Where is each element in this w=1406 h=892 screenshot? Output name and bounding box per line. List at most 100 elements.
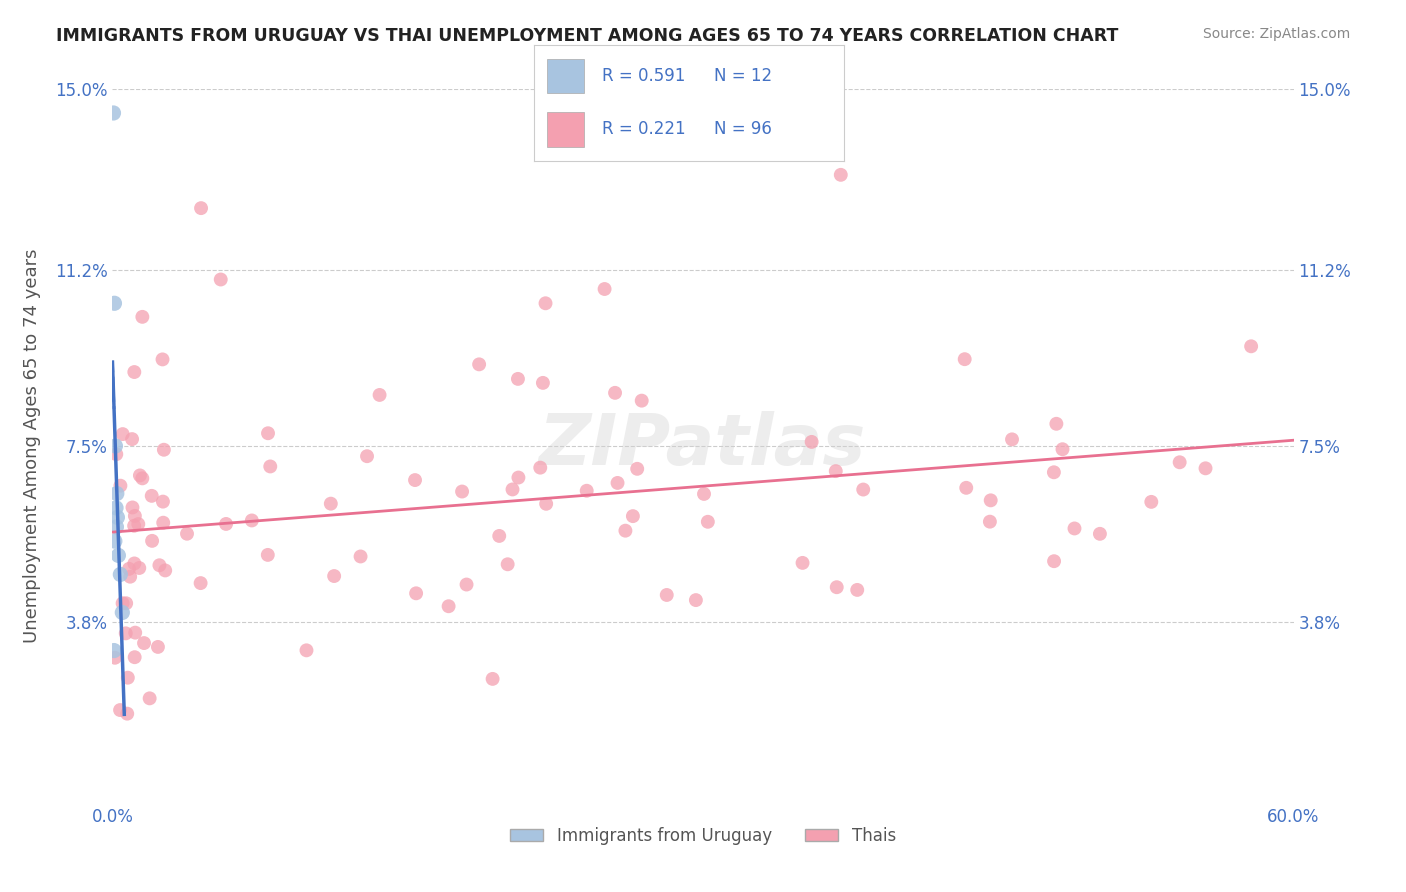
Point (111, 596, 134, 610)
Text: IMMIGRANTS FROM URUGUAY VS THAI UNEMPLOYMENT AMONG AGES 65 TO 74 YEARS CORRELATI: IMMIGRANTS FROM URUGUAY VS THAI UNEMPLOY… (56, 27, 1119, 45)
Point (1063, 521, 1085, 535)
Point (685, 593, 707, 607)
Point (368, 388, 391, 402)
Point (655, 588, 678, 602)
Point (141, 533, 163, 548)
Point (531, 376, 554, 390)
Point (502, 483, 524, 497)
Point (121, 432, 143, 446)
Point (693, 487, 716, 501)
Point (120, 570, 142, 584)
Legend: Immigrants from Uruguay, Thais: Immigrants from Uruguay, Thais (503, 821, 903, 852)
Point (1052, 442, 1074, 457)
Point (696, 515, 718, 529)
Point (295, 643, 318, 657)
Point (488, 529, 510, 543)
Point (481, 672, 503, 686)
Point (215, 516, 238, 531)
Text: R = 0.591: R = 0.591 (602, 67, 686, 85)
Point (131, 310, 153, 324)
Point (800, 434, 823, 449)
Point (105, 447, 128, 461)
Text: N = 96: N = 96 (714, 120, 772, 138)
Point (606, 475, 628, 490)
Point (630, 393, 652, 408)
Point (955, 481, 977, 495)
Point (529, 460, 551, 475)
Point (852, 483, 875, 497)
Point (129, 468, 152, 483)
Point (534, 497, 557, 511)
Point (240, 513, 263, 527)
Point (1194, 461, 1216, 475)
Point (1045, 417, 1067, 431)
Point (792, 556, 814, 570)
Point (111, 606, 134, 620)
Point (115, 596, 138, 610)
Point (451, 484, 474, 499)
Point (104, 439, 127, 453)
Point (405, 586, 427, 600)
Point (103, 106, 125, 120)
Point (319, 497, 342, 511)
Point (107, 549, 129, 563)
Point (124, 365, 146, 379)
Point (953, 352, 976, 367)
Point (603, 385, 626, 400)
Point (575, 483, 598, 498)
Point (115, 706, 138, 721)
Point (122, 518, 145, 533)
Point (128, 561, 150, 575)
Point (825, 580, 848, 594)
Point (105, 520, 128, 534)
Point (257, 426, 280, 441)
Point (121, 500, 143, 515)
Point (437, 599, 460, 614)
Point (1001, 433, 1024, 447)
Point (846, 582, 869, 597)
Text: ZIPatlas: ZIPatlas (540, 411, 866, 481)
Point (506, 372, 529, 386)
Y-axis label: Unemployment Among Ages 65 to 74 years: Unemployment Among Ages 65 to 74 years (22, 249, 41, 643)
Text: Source: ZipAtlas.com: Source: ZipAtlas.com (1202, 27, 1350, 41)
Point (118, 562, 141, 576)
Point (114, 626, 136, 640)
Point (404, 473, 426, 487)
Point (110, 478, 132, 492)
Point (131, 471, 153, 485)
Point (104, 534, 127, 549)
Point (980, 493, 1002, 508)
Point (356, 449, 378, 463)
Point (1168, 455, 1191, 469)
Point (110, 567, 132, 582)
Point (508, 470, 530, 484)
Point (103, 296, 125, 310)
Point (824, 464, 846, 478)
Point (124, 650, 146, 665)
Point (468, 357, 491, 371)
Point (621, 509, 644, 524)
Point (349, 549, 371, 564)
Point (153, 442, 176, 457)
Point (132, 636, 155, 650)
Point (496, 558, 519, 572)
Point (103, 643, 125, 657)
Point (1240, 339, 1263, 353)
Point (456, 577, 478, 591)
Point (152, 352, 174, 367)
Point (259, 459, 281, 474)
Point (190, 201, 212, 215)
Text: N = 12: N = 12 (714, 67, 772, 85)
Point (1088, 526, 1111, 541)
Point (141, 489, 163, 503)
Bar (547, 112, 583, 146)
Point (830, 168, 852, 182)
Point (111, 427, 134, 442)
Point (107, 510, 129, 524)
Point (190, 576, 212, 591)
Point (138, 691, 160, 706)
Point (124, 557, 146, 571)
Point (127, 517, 149, 532)
Text: R = 0.221: R = 0.221 (602, 120, 686, 138)
Point (979, 515, 1001, 529)
